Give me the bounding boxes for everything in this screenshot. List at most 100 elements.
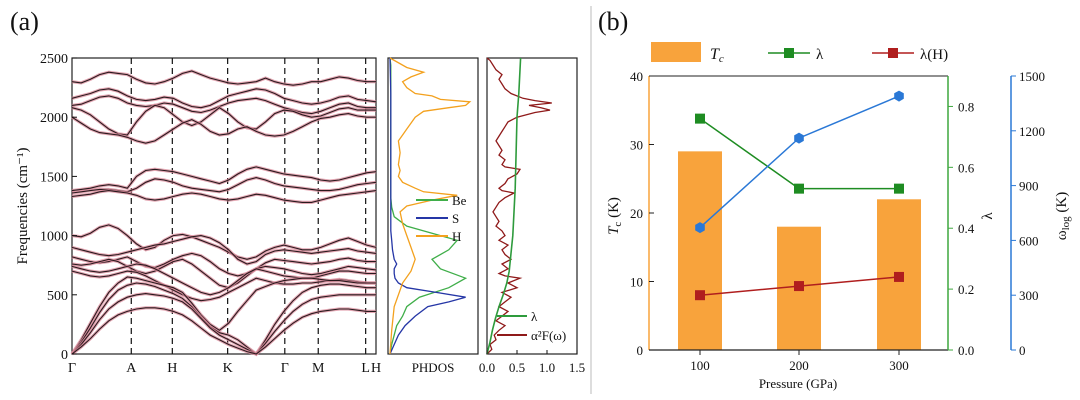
tc-bars: [678, 151, 921, 350]
omega-log-point-200: [794, 132, 804, 144]
omega-tick-label-5: 1500: [1019, 69, 1045, 84]
pressure-legend: Tc λ λ(H): [651, 42, 948, 65]
dispersion-bands: [70, 69, 377, 357]
lambda-point-300: [894, 183, 904, 194]
phdos-x-label: PHDOS: [412, 360, 455, 375]
band-12: [71, 263, 376, 296]
pressure-plot: 0 10 20 30 40 0.0 0.2 0.4 0.6 0.8 0 300 600 900 1200 15…: [606, 42, 1072, 391]
lambda-axis-label: λ: [980, 212, 996, 220]
a2f-curve: [486, 57, 552, 355]
band-0: [71, 70, 376, 86]
band-8: [71, 224, 377, 260]
dispersion-y-label: Frequencies (cm⁻¹): [15, 148, 31, 265]
band-15: [71, 282, 376, 355]
legend-label-0: λ: [531, 309, 538, 324]
dos-s: [389, 57, 466, 355]
pressure-axes: 0 10 20 30 40 0.0 0.2 0.4 0.6 0.8 0 300 600 900 1200 15…: [630, 69, 1045, 373]
phdos-frame: [387, 57, 479, 355]
legend-label-be: Be: [452, 193, 467, 208]
legend-label-h: H: [452, 229, 461, 244]
legend-lambda-h-marker: [888, 48, 898, 58]
phdos-legend: Be SH: [416, 193, 467, 244]
lambda-point-200: [794, 183, 804, 194]
band-2: [71, 95, 376, 115]
tc-tick-label-1: 10: [630, 275, 643, 290]
k-label-6: L: [361, 361, 370, 376]
y-tick-label-2: 1000: [40, 230, 68, 245]
band-pink-3: [71, 103, 376, 137]
legend-label-s: S: [452, 211, 459, 226]
omega-tick-label-2: 600: [1019, 233, 1039, 248]
omega-log-point-100: [695, 222, 705, 234]
lambda-tick-label-2: 0.4: [958, 221, 975, 236]
band-10: [71, 252, 376, 277]
omega-tick-label-1: 300: [1019, 288, 1039, 303]
y-tick-label-0: 0: [61, 348, 68, 363]
phdos-curves: [389, 57, 472, 355]
x-tick-label-0: 100: [690, 358, 710, 373]
dispersion-frame: [71, 57, 377, 355]
omega-log-axis-label: ωlog (K): [1054, 192, 1072, 241]
lambda-h-point-100: [695, 290, 705, 301]
x-tick-label-1: 200: [789, 358, 809, 373]
band-pink-5: [71, 165, 377, 193]
k-label-3: K: [223, 361, 233, 376]
k-label-2: H: [167, 361, 177, 376]
legend-lambda-label: λ: [816, 47, 824, 63]
k-label-1: A: [126, 361, 137, 376]
band-7: [71, 190, 377, 203]
band-pink-4: [71, 111, 376, 145]
eliashberg-plot: 0.0 0.5 1.0 1.5 λ α²F(ω): [479, 57, 585, 375]
k-label-4: Γ: [281, 361, 289, 376]
x-tick-label-2: 1.0: [539, 360, 555, 375]
k-label-5: M: [312, 361, 325, 376]
band-17: [71, 307, 376, 355]
eliashberg-curves: [486, 57, 552, 355]
k-label-7: H: [371, 361, 381, 376]
tc-axis-label: Tc (K): [606, 197, 624, 235]
omega-tick-label-4: 1200: [1019, 124, 1045, 139]
lambda-h-point-300: [894, 271, 904, 282]
x-tick-label-0: 0.0: [479, 360, 495, 375]
tc-tick-label-4: 40: [630, 69, 643, 84]
band-1: [71, 88, 377, 109]
omega-log-line: [699, 95, 900, 229]
omega-log-point-300: [894, 90, 904, 102]
band-5: [71, 166, 377, 192]
legend-tc-label: Tc: [710, 46, 724, 65]
x-tick-label-1: 0.5: [509, 360, 525, 375]
omega-tick-label-0: 0: [1019, 343, 1026, 358]
lambda-point-100: [695, 113, 705, 124]
band-9: [71, 235, 377, 265]
band-14: [71, 276, 376, 355]
dispersion-y-ticks: 0 500 1000 1500 2000 2500: [40, 52, 77, 363]
legend-label-1: α²F(ω): [531, 328, 566, 343]
pressure-x-label: Pressure (GPa): [759, 376, 837, 391]
band-16: [71, 293, 376, 355]
lambda-tick-label-3: 0.6: [958, 160, 975, 175]
y-tick-label-3: 1500: [40, 170, 68, 185]
lambda-tick-label-1: 0.2: [958, 282, 974, 297]
omega-tick-label-3: 900: [1019, 179, 1039, 194]
band-4: [71, 113, 376, 144]
tc-tick-label-3: 30: [630, 138, 643, 153]
dos-h: [389, 57, 472, 355]
phdos-plot: Be SH PHDOS: [387, 57, 479, 375]
pressure-lines: [695, 90, 904, 301]
lambda-line: [699, 117, 899, 190]
y-tick-label-1: 500: [47, 289, 68, 304]
band-3: [71, 104, 376, 136]
eliashberg-x-ticks: 0.0 0.5 1.0 1.5: [479, 350, 585, 375]
legend-tc-swatch: [651, 42, 701, 62]
band-pink-7: [71, 188, 377, 204]
y-tick-label-4: 2000: [40, 111, 68, 126]
tc-tick-label-2: 20: [630, 206, 643, 221]
tc-tick-label-0: 0: [637, 343, 644, 358]
k-label-0: Γ: [68, 361, 76, 376]
lambda-curve: [486, 57, 522, 355]
eliashberg-legend: λ α²F(ω): [497, 309, 566, 343]
eliashberg-frame: [486, 57, 578, 355]
panel-a-label: (a): [10, 7, 39, 36]
